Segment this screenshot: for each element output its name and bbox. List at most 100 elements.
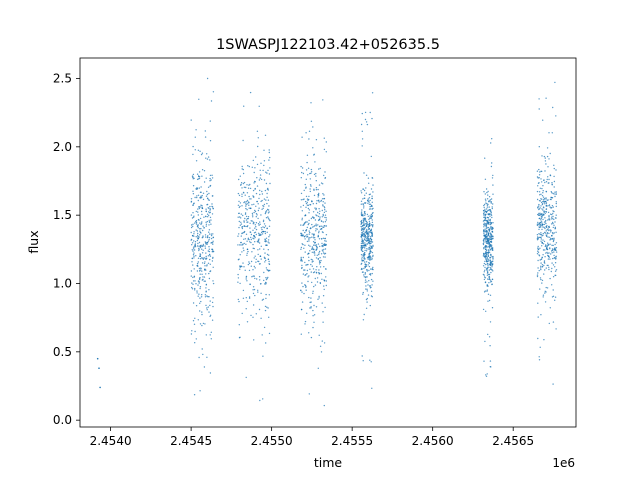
scatter-point [249,183,251,186]
scatter-point [489,215,491,217]
scatter-point [364,194,366,196]
scatter-point [365,187,367,189]
scatter-point [260,231,263,234]
scatter-point [366,239,368,242]
scatter-point [267,241,269,243]
scatter-point [538,269,540,272]
scatter-point [256,278,258,280]
scatter-point [318,213,321,215]
scatter-point [245,233,248,235]
scatter-point [204,296,207,298]
scatter-point [209,208,212,210]
scatter-point [208,207,210,209]
scatter-point [484,340,486,343]
scatter-point [263,279,265,282]
scatter-point [539,207,541,209]
scatter-point [239,282,241,285]
scatter-point [201,313,203,316]
scatter-point [546,251,548,254]
scatter-point [200,186,202,188]
y-tick-label: 1.5 [53,208,72,222]
scatter-point [300,199,303,201]
scatter-point [246,252,248,254]
scatter-point [255,313,257,315]
scatter-point [487,239,489,241]
scatter-point [490,201,492,203]
scatter-point [201,221,203,223]
scatter-point [324,248,327,250]
scatter-point [255,213,258,215]
scatter-point [491,162,493,164]
scatter-point [305,186,307,188]
scatter-point [208,253,211,256]
scatter-point [265,171,267,173]
scatter-point [208,250,211,253]
scatter-point [199,230,201,232]
scatter-point [308,259,310,262]
scatter-point [259,169,261,171]
scatter-point [551,132,553,134]
scatter-point [546,233,548,235]
scatter-point [242,247,244,249]
scatter-point [246,221,248,223]
scatter-point [485,248,487,251]
scatter-point [323,206,325,208]
scatter-point [363,276,365,278]
scatter-point [488,276,490,278]
scatter-point [246,192,249,194]
scatter-point [266,306,268,308]
scatter-point [487,226,490,229]
scatter-point [310,102,312,104]
scatter-point [204,294,207,296]
scatter-point [365,250,368,252]
scatter-point [370,268,372,270]
scatter-point [362,319,365,321]
scatter-point [198,241,201,244]
scatter-point [362,253,365,255]
scatter-point [491,216,493,219]
scatter-point [492,270,494,272]
scatter-point [210,331,212,333]
scatter-point [551,216,553,218]
scatter-point [307,280,309,283]
scatter-point [360,123,363,126]
scatter-point [550,231,552,233]
scatter-point [309,172,311,175]
scatter-point [265,277,267,279]
scatter-point [199,228,201,230]
scatter-point [372,254,374,257]
scatter-point [486,252,488,254]
scatter-point [541,228,543,231]
scatter-point [551,205,554,207]
scatter-point [486,240,488,243]
scatter-point [190,214,193,216]
scatter-point [541,187,543,190]
scatter-point [315,208,317,211]
scatter-point [321,340,323,342]
scatter-point [553,239,555,242]
scatter-point [543,201,545,203]
scatter-point [368,203,371,205]
scatter-point [484,237,487,239]
scatter-point [312,226,314,228]
scatter-point [194,241,197,243]
scatter-point [202,353,204,356]
scatter-point [245,207,247,210]
scatter-point [371,117,373,120]
scatter-point [362,250,364,253]
scatter-point [361,112,363,115]
scatter-point [315,214,317,216]
scatter-point [304,244,306,246]
scatter-point [319,245,321,248]
scatter-point [554,266,556,268]
scatter-point [370,241,373,243]
scatter-point [268,218,270,221]
scatter-point [483,223,485,226]
scatter-point [485,200,487,202]
scatter-point [305,132,307,134]
scatter-point [321,231,324,233]
scatter-point [195,305,198,307]
scatter-point [195,221,198,224]
scatter-point [196,195,198,197]
scatter-point [262,226,264,228]
